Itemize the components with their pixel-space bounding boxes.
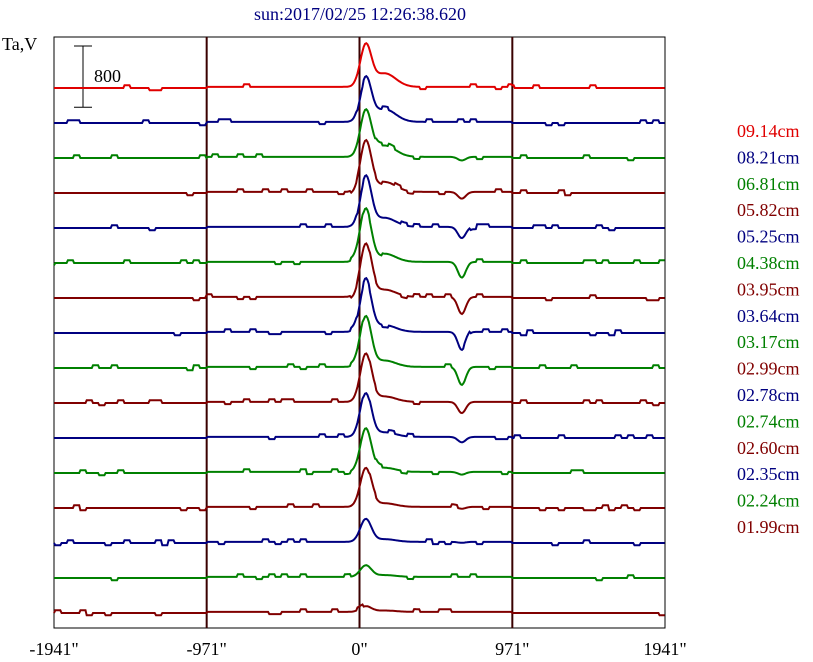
legend-entry: 08.21cm [737,147,800,167]
legend-entry: 01.99cm [737,517,800,537]
legend-entry: 03.17cm [737,332,800,352]
x-tick-labels: -1941" -971" 0" 971" 1941" [29,639,686,659]
legend-entry: 09.14cm [737,121,800,141]
series-line [54,391,665,444]
x-tick-label: -971" [186,639,226,659]
series-line [53,206,665,279]
legend-entry: 05.82cm [737,200,800,220]
series-line [54,108,665,162]
scale-bar: 800 [74,45,121,108]
legend-entry: 02.35cm [737,464,800,484]
legend-entry: 02.99cm [737,359,800,379]
legend: 09.14cm 08.21cm 06.81cm 05.82cm 05.25cm 04.38… [737,121,800,537]
series-line [54,564,665,582]
series-line [54,352,665,415]
series-line [54,74,665,127]
traces [53,41,665,617]
y-axis-label: Ta,V [2,34,37,54]
legend-entry: 03.64cm [737,306,800,326]
series-line [54,173,665,240]
legend-entry: 02.74cm [737,411,800,431]
series-line [54,276,665,352]
x-tick-label: 971" [495,639,529,659]
series-line [54,242,665,316]
legend-entry: 02.24cm [737,491,800,511]
legend-entry: 06.81cm [737,174,800,194]
series-line [54,466,665,512]
scale-bar-label: 800 [94,66,121,86]
series-line [54,138,665,200]
legend-entry: 02.78cm [737,385,800,405]
legend-entry: 02.60cm [737,438,800,458]
series-line [53,603,665,617]
legend-entry: 05.25cm [737,227,800,247]
legend-entry: 04.38cm [737,253,800,273]
series-line [54,41,665,92]
x-tick-label: 0" [351,639,367,659]
x-tick-label: -1941" [29,639,78,659]
series-line [54,314,665,387]
legend-entry: 03.95cm [737,279,800,299]
x-tick-label: 1941" [643,639,686,659]
series-line [54,427,665,477]
chart-title: sun:2017/02/25 12:26:38.620 [254,4,466,24]
series-line [53,517,665,547]
